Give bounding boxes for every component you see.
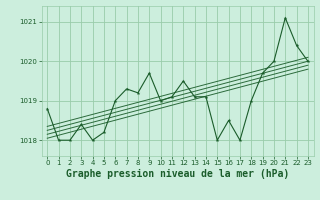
Point [79,123,84,126]
Point [113,99,118,102]
Point [294,44,299,47]
Point [158,99,163,102]
Point [237,139,243,142]
Point [181,79,186,83]
Point [215,139,220,142]
Point [68,139,73,142]
X-axis label: Graphe pression niveau de la mer (hPa): Graphe pression niveau de la mer (hPa) [66,169,289,179]
Point [147,72,152,75]
Point [204,95,209,98]
Point [45,107,50,110]
Point [249,99,254,102]
Point [169,95,174,98]
Point [271,60,276,63]
Point [90,139,95,142]
Point [305,60,310,63]
Point [192,95,197,98]
Point [124,87,129,90]
Point [260,72,265,75]
Point [135,91,140,94]
Point [226,119,231,122]
Point [283,16,288,19]
Point [101,131,107,134]
Point [56,139,61,142]
